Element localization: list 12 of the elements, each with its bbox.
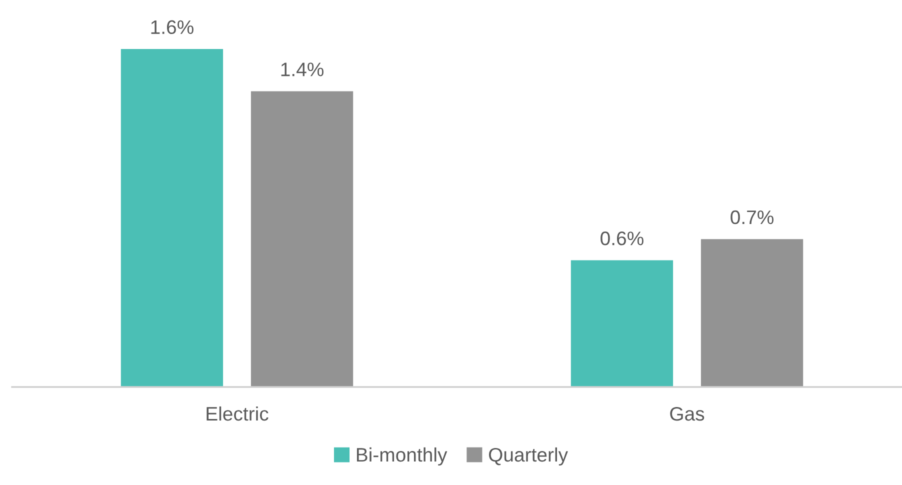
data-label: 0.7% <box>730 210 774 224</box>
x-tick-label: Electric <box>206 406 268 421</box>
bar <box>570 260 674 387</box>
bar <box>700 239 804 387</box>
legend-label: Quarterly <box>488 447 568 466</box>
bar <box>120 49 224 387</box>
data-label: 0.6% <box>600 232 644 246</box>
data-label: 1.6% <box>151 20 194 34</box>
bar <box>250 91 354 387</box>
data-label: 1.4% <box>281 62 324 76</box>
x-tick-label: Gas <box>670 406 704 421</box>
legend-label: Bi-monthly <box>356 447 448 466</box>
